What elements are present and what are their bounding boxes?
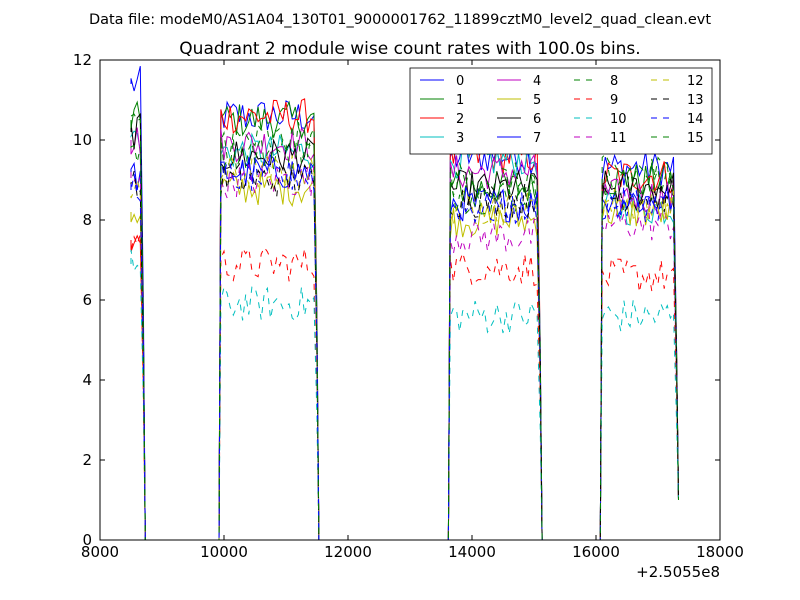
series-line-8 [130,135,679,540]
legend-label: 2 [456,112,464,127]
legend-label: 11 [610,131,627,146]
x-tick-label: 10000 [200,543,248,561]
x-tick-label: 18000 [696,543,744,561]
series-layer [130,65,679,540]
legend-label: 6 [533,112,541,127]
series-line-10 [130,249,679,540]
x-offset-label: +2.5055e8 [636,563,720,581]
legend-label: 14 [687,112,704,127]
series-line-1 [130,100,679,540]
series-line-15 [130,113,679,540]
y-tick-label: 6 [82,291,92,309]
legend-label: 9 [610,93,618,108]
series-line-12 [130,153,679,540]
x-tick-label: 8000 [81,543,119,561]
legend-label: 12 [687,74,704,89]
legend-label: 0 [456,74,464,89]
y-tick-label: 2 [82,451,92,469]
legend-label: 8 [610,74,618,89]
series-line-6 [130,112,679,540]
series-line-11 [130,164,679,540]
y-tick-label: 10 [73,131,92,149]
legend-label: 7 [533,131,541,146]
y-tick-label: 8 [82,211,92,229]
legend-label: 4 [533,74,541,89]
legend-label: 5 [533,93,541,108]
series-line-14 [130,157,679,540]
series-line-7 [130,154,679,540]
x-tick-label: 14000 [448,543,496,561]
y-tick-label: 12 [73,51,92,69]
series-line-3 [130,130,679,540]
series-line-9 [130,234,679,540]
legend-label: 1 [456,93,464,108]
y-tick-label: 0 [82,531,92,549]
legend-label: 15 [687,131,704,146]
series-line-4 [130,127,679,540]
legend-label: 10 [610,112,627,127]
series-line-5 [130,171,679,540]
x-tick-label: 16000 [572,543,620,561]
legend-label: 13 [687,93,704,108]
chart-title: Quadrant 2 module wise count rates with … [179,39,640,59]
legend-label: 3 [456,131,464,146]
legend-frame [409,67,713,155]
data-file-suptitle: Data file: modeM0/AS1A04_130T01_90000017… [89,12,711,28]
y-tick-label: 4 [82,371,92,389]
series-line-2 [130,98,679,540]
series-line-13 [130,162,679,540]
x-tick-label: 12000 [324,543,372,561]
